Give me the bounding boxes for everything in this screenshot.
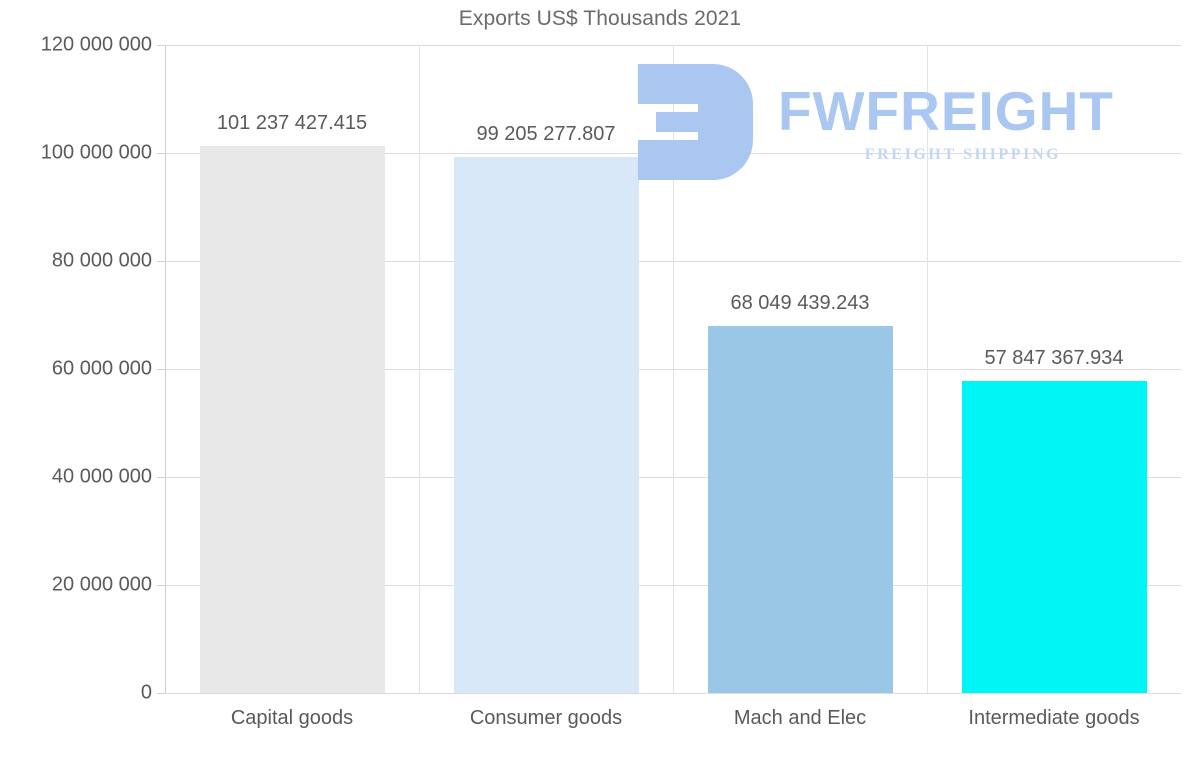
- bar-value-label: 101 237 427.415: [216, 112, 368, 135]
- gridline-vertical: [673, 45, 674, 693]
- y-axis-tick-mark: [157, 261, 165, 262]
- y-axis-tick-mark: [157, 369, 165, 370]
- y-axis-label: 60 000 000: [51, 357, 152, 380]
- y-axis-tick-mark: [157, 477, 165, 478]
- x-axis-category-label: Mach and Elec: [733, 707, 867, 729]
- bar-intermediate-goods[interactable]: [961, 380, 1147, 693]
- bar-capital-goods[interactable]: [199, 146, 385, 693]
- x-axis-category-label: Intermediate goods: [968, 707, 1140, 729]
- y-axis-label: 20 000 000: [51, 573, 152, 596]
- gridline-vertical: [419, 45, 420, 693]
- y-axis-tick-mark: [157, 585, 165, 586]
- gridline-vertical: [927, 45, 928, 693]
- bar-consumer-goods[interactable]: [453, 157, 639, 693]
- y-axis-tick-mark: [157, 153, 165, 154]
- y-axis-label: 120 000 000: [40, 33, 152, 56]
- bar-mach-and-elec[interactable]: [707, 325, 893, 693]
- y-axis-tick-mark: [157, 693, 165, 694]
- bar-value-label: 68 049 439.243: [730, 291, 870, 314]
- plot-area: [165, 45, 1181, 694]
- bar-value-label: 99 205 277.807: [476, 123, 616, 146]
- chart-title: Exports US$ Thousands 2021: [458, 7, 742, 30]
- x-axis-category-label: Capital goods: [230, 707, 354, 729]
- gridline-horizontal: [165, 693, 1181, 694]
- bar-value-label: 57 847 367.934: [984, 346, 1124, 369]
- y-axis-label: 100 000 000: [40, 141, 152, 164]
- y-axis-label: 40 000 000: [51, 465, 152, 488]
- y-axis-label: 0: [140, 681, 152, 704]
- y-axis-label: 80 000 000: [51, 249, 152, 272]
- x-axis-category-label: Consumer goods: [469, 707, 623, 729]
- y-axis-tick-mark: [157, 45, 165, 46]
